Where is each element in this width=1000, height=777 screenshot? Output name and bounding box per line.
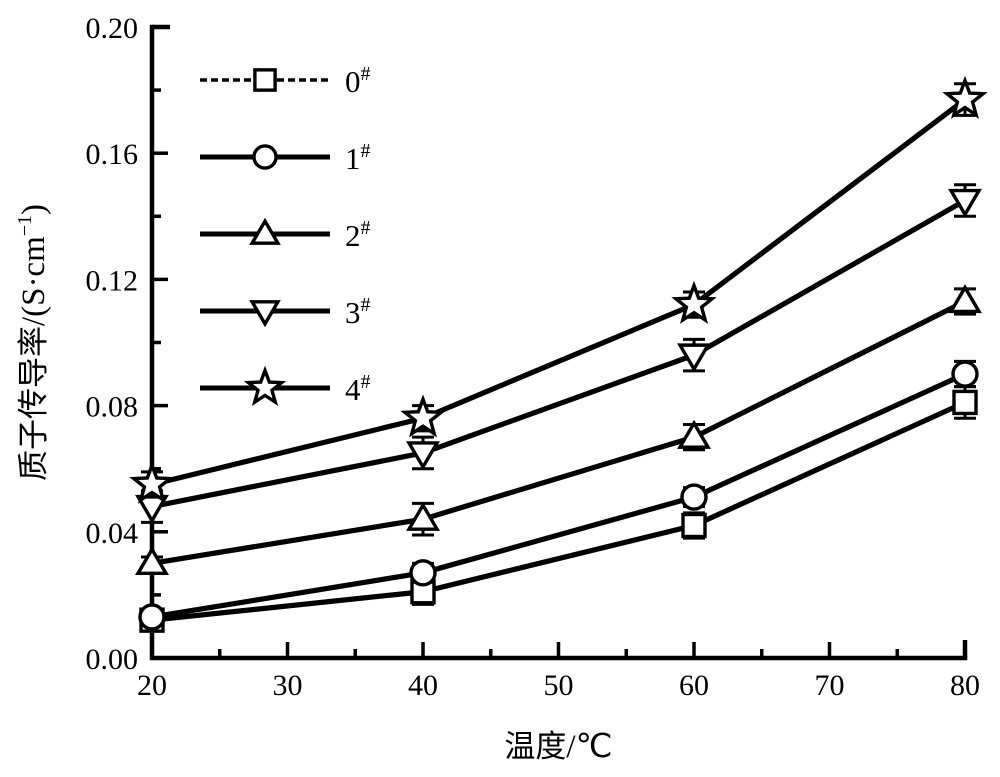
- marker-circle: [138, 603, 166, 631]
- series-line: [149, 399, 968, 623]
- marker-circle: [252, 144, 278, 170]
- marker-triangle-up: [677, 419, 711, 449]
- marker-triangle-up: [249, 217, 281, 245]
- x-axis-ticks: [150, 642, 967, 658]
- marker-star: [129, 460, 175, 504]
- marker-triangle-down: [948, 188, 982, 218]
- marker-square: [681, 512, 707, 539]
- chart-legend: 0# 1# 2# 3# 4#: [200, 63, 371, 407]
- marker-square: [952, 389, 978, 416]
- y-axis-title: 质子传导率/(S·cm−1): [14, 204, 52, 481]
- data-series-layer: [129, 75, 988, 633]
- marker-triangle-down: [677, 343, 711, 373]
- series-1-group: [138, 359, 979, 631]
- marker-triangle-up: [406, 501, 440, 531]
- marker-square: [253, 68, 277, 92]
- legend-label: 0#: [345, 63, 371, 99]
- legend-label: 3#: [345, 294, 371, 330]
- x-tick-label: 70: [815, 669, 845, 702]
- marker-triangle-down: [249, 300, 281, 328]
- legend-label: 4#: [345, 371, 371, 407]
- x-tick-label: 30: [273, 669, 303, 702]
- legend-label: 2#: [345, 217, 371, 253]
- x-tick-label: 40: [408, 669, 438, 702]
- y-tick-label: 0.04: [86, 517, 139, 550]
- marker-triangle-up: [948, 284, 982, 314]
- marker-circle: [951, 360, 979, 388]
- x-tick-label: 20: [137, 669, 167, 702]
- x-tick-label: 60: [679, 669, 709, 702]
- legend-item-1[interactable]: 1#: [200, 140, 371, 176]
- series-4-group: [129, 75, 988, 504]
- y-tick-label: 0.08: [86, 391, 139, 424]
- series-line: [149, 298, 968, 566]
- x-axis-tick-labels: 20 30 40 50 60 70 80: [137, 669, 980, 702]
- series-2-group: [135, 284, 982, 576]
- legend-item-2[interactable]: 2#: [200, 217, 371, 253]
- y-tick-label: 0.16: [86, 138, 139, 171]
- legend-item-4[interactable]: 4#: [200, 365, 371, 407]
- y-axis-title-text: 质子传导率/(S·cm−1): [14, 204, 52, 481]
- marker-star: [400, 394, 446, 438]
- marker-star: [671, 280, 717, 324]
- x-tick-label: 50: [544, 669, 574, 702]
- y-tick-label: 0.12: [86, 264, 139, 297]
- y-axis-tick-labels: 0.00 0.04 0.08 0.12 0.16 0.20: [86, 12, 139, 676]
- marker-circle: [680, 483, 708, 511]
- series-line: [149, 197, 968, 510]
- x-axis-title: 温度/℃: [504, 729, 612, 765]
- x-axis-title-text: 温度/℃: [504, 729, 612, 765]
- x-tick-label: 80: [950, 669, 980, 702]
- series-line: [149, 371, 968, 620]
- series-line: [149, 96, 968, 488]
- marker-star: [243, 365, 287, 407]
- marker-triangle-up: [135, 545, 169, 576]
- marker-triangle-down: [406, 441, 440, 471]
- y-tick-label: 0.20: [86, 12, 139, 45]
- y-tick-label: 0.00: [86, 643, 139, 676]
- legend-label: 1#: [345, 140, 371, 176]
- legend-item-3[interactable]: 3#: [200, 294, 371, 330]
- legend-item-0[interactable]: 0#: [200, 63, 371, 99]
- marker-star: [942, 75, 988, 119]
- marker-circle: [409, 559, 437, 587]
